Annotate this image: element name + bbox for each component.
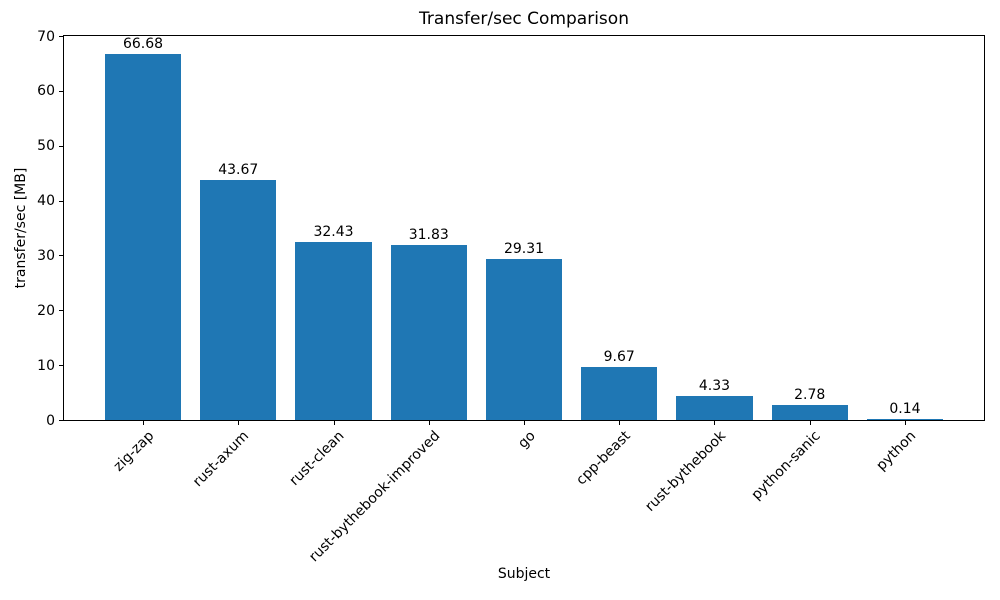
- y-tick-label: 20: [37, 302, 55, 319]
- x-tick-label-cpp-beast: cpp-beast: [573, 428, 634, 489]
- y-axis-label: transfer/sec [MB]: [13, 167, 29, 289]
- x-tick-label-zig-zap: zig-zap: [110, 428, 158, 475]
- bar-value-label: 2.78: [794, 386, 826, 403]
- x-tick-mark: [428, 421, 430, 425]
- bar-value-label: 4.33: [698, 378, 731, 395]
- y-tick-mark: [59, 36, 63, 37]
- bar-go: [485, 259, 563, 420]
- bar-rust-bythebook: [676, 396, 753, 420]
- y-tick-mark: [59, 310, 63, 312]
- y-tick-mark: [59, 200, 63, 202]
- y-tick-label: 0: [46, 412, 55, 429]
- x-tick-label-go: go: [514, 428, 539, 452]
- x-tick-mark: [904, 421, 906, 425]
- y-tick-mark: [59, 145, 63, 147]
- x-tick-mark: [809, 421, 811, 425]
- x-axis-label: Subject: [497, 566, 551, 582]
- bar-value-label: 66.68: [122, 36, 164, 53]
- y-tick-label: 70: [37, 28, 55, 45]
- x-tick-label-rust-bythebook: rust-bythebook: [642, 428, 729, 515]
- bar-cpp-beast: [581, 366, 658, 420]
- x-tick-label-rust-clean: rust-clean: [286, 428, 348, 489]
- bar-zig-zap: [104, 54, 182, 420]
- bar-rust-axum: [200, 180, 277, 420]
- y-tick-label: 60: [37, 83, 55, 100]
- chart-title: Transfer/sec Comparison: [419, 9, 629, 29]
- y-tick-label: 30: [37, 247, 55, 264]
- bar-python: [866, 419, 944, 420]
- y-tick-mark: [59, 420, 63, 421]
- y-tick-label: 40: [37, 193, 55, 210]
- bar-value-label: 29.31: [503, 241, 545, 258]
- bar-rust-bythebook-improved: [390, 245, 467, 420]
- y-tick-mark: [59, 365, 63, 367]
- x-tick-label-python: python: [873, 428, 920, 474]
- bar-value-label: 32.43: [313, 224, 354, 241]
- x-tick-label-python-sanic: python-sanic: [748, 428, 825, 504]
- x-tick-mark: [714, 421, 716, 425]
- x-tick-mark: [143, 421, 144, 425]
- y-tick-mark: [59, 90, 63, 92]
- bar-rust-clean: [295, 242, 372, 420]
- bar-value-label: 43.67: [218, 162, 259, 179]
- bar-value-label: 31.83: [408, 227, 449, 244]
- x-tick-mark: [619, 421, 621, 425]
- bar-python-sanic: [771, 404, 848, 420]
- y-tick-label: 10: [37, 357, 55, 374]
- x-tick-mark: [524, 421, 525, 425]
- x-tick-mark: [238, 421, 240, 425]
- bar-value-label: 0.14: [889, 401, 921, 417]
- bar-value-label: 9.67: [603, 348, 635, 365]
- y-tick-mark: [59, 255, 63, 257]
- plot-area: [63, 35, 985, 421]
- x-tick-mark: [333, 421, 335, 425]
- x-tick-label-rust-axum: rust-axum: [190, 428, 253, 491]
- y-tick-label: 50: [37, 138, 55, 155]
